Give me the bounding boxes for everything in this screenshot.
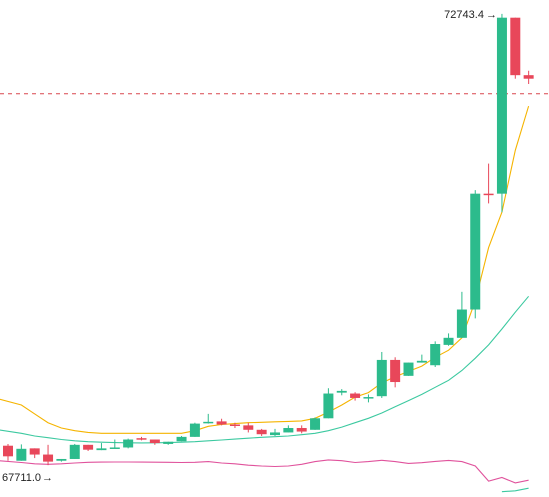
max-price-annotation: 72743.4 → [444,9,497,21]
candle [323,388,334,419]
candle [403,362,414,376]
candle [109,439,120,449]
candle-body [29,448,40,455]
candle [376,351,387,398]
max-price-arrow-icon: → [486,9,497,21]
candle [523,70,534,85]
candle [163,441,174,445]
candle [510,17,521,79]
candle-body [216,421,227,425]
candle-body [243,425,254,430]
candle-body [523,75,534,79]
candle-body [123,439,134,448]
candle [350,392,361,401]
candle-body [3,445,13,457]
candle-body [283,428,294,433]
candle [69,443,80,459]
candle-body [296,428,307,432]
max-price-label: 72743.4 [444,9,484,21]
candle [123,438,134,449]
candle-body [483,193,494,196]
candle [3,443,13,461]
candle-body [136,438,147,440]
candle [310,417,321,430]
candle-body [16,448,27,461]
candle-body [390,359,401,383]
candle-body [229,424,240,426]
indicator-line-3 [0,459,529,484]
candle-body [176,436,187,442]
candle [416,354,427,363]
candle [136,436,147,441]
candle [29,448,40,459]
candle-body [416,360,427,363]
candle-body [430,344,441,366]
candle [43,444,54,466]
candle [496,13,507,213]
candle [243,422,254,433]
candles [3,13,534,466]
candle [16,444,27,461]
candle-body [189,423,200,437]
candle-body [376,359,387,397]
candle [336,389,347,396]
candle [149,439,160,445]
indicator-lines [0,105,530,493]
indicator-line-4 [501,487,529,493]
candle [430,341,441,368]
candle-body [149,439,160,444]
candle [96,443,107,451]
candle-body [163,441,174,444]
candle-body [363,397,374,399]
min-price-annotation: 67711.0 → [2,472,53,484]
candle-body [56,458,67,461]
candle-body [310,418,321,430]
candle [216,418,227,426]
candle-body [203,421,214,424]
candle [456,291,467,338]
candle [203,413,214,424]
candle-body [403,362,414,376]
candle-body [496,17,507,194]
candle-body [510,17,521,76]
candle-body [323,393,334,419]
candle [296,425,307,434]
candle [189,422,200,437]
candle-body [470,193,481,310]
indicator-line-1 [0,105,530,434]
candle [270,428,280,436]
candle-body [96,448,107,451]
candle [470,190,481,319]
candle [363,394,374,403]
candle-body [443,337,454,345]
candle-body [256,429,267,435]
candle [256,428,267,436]
min-price-label: 67711.0 [2,472,41,484]
candle-body [336,390,347,393]
candle-body [456,309,467,338]
candle [443,333,454,346]
candle-body [270,432,280,436]
candle-body [109,447,120,449]
candle [176,435,187,442]
candle [229,422,240,429]
candle [283,425,294,433]
candle-body [69,444,80,459]
candle-body [83,444,94,450]
indicator-line-2 [0,295,530,444]
min-price-arrow-icon: → [42,472,53,484]
candle-body [350,393,361,398]
candle [83,444,94,452]
candle [56,458,67,462]
candle [390,357,401,388]
candle [483,163,494,204]
candle-body [43,454,54,462]
